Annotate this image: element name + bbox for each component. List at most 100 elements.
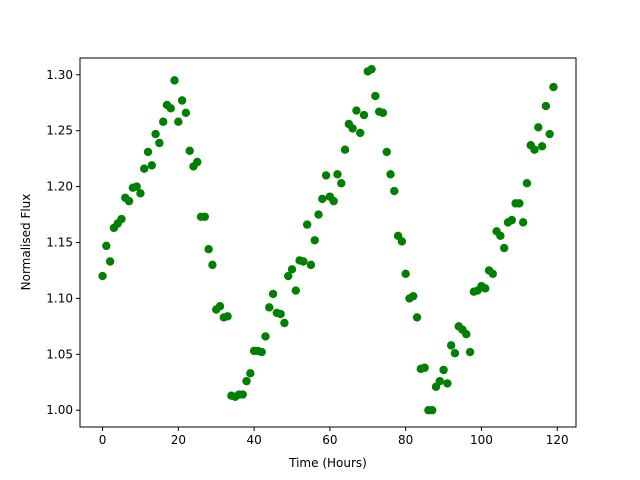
point <box>238 390 247 399</box>
y-tick-label: 1.10 <box>46 291 73 305</box>
point <box>246 369 255 378</box>
point <box>481 284 490 293</box>
point <box>496 231 505 240</box>
point <box>136 189 145 198</box>
point <box>140 164 149 173</box>
point <box>537 142 547 151</box>
point <box>522 179 532 188</box>
point <box>367 64 376 74</box>
point <box>541 101 551 111</box>
y-tick-label: 1.05 <box>46 347 73 361</box>
point <box>518 218 528 227</box>
point <box>412 313 422 322</box>
point <box>302 220 312 229</box>
point <box>340 145 350 154</box>
point <box>465 347 475 357</box>
point <box>280 318 289 328</box>
point <box>284 271 293 281</box>
point <box>310 236 319 245</box>
point <box>530 145 539 154</box>
point <box>318 194 327 204</box>
point <box>499 243 509 253</box>
point <box>291 286 300 295</box>
point <box>428 406 437 415</box>
y-tick-label: 1.30 <box>46 68 73 82</box>
point <box>223 312 232 321</box>
point <box>132 182 141 191</box>
point <box>124 196 134 206</box>
point <box>314 210 323 219</box>
point <box>409 291 418 301</box>
x-tick-label: 80 <box>398 433 413 447</box>
y-tick-label: 1.15 <box>46 236 73 250</box>
point <box>329 196 338 206</box>
point <box>158 117 168 126</box>
y-tick-label: 1.20 <box>46 180 73 194</box>
x-tick-label: 60 <box>322 433 337 447</box>
point <box>170 76 179 85</box>
point <box>337 179 346 188</box>
point <box>386 170 395 179</box>
point <box>390 186 399 196</box>
point <box>488 269 498 279</box>
x-tick-label: 120 <box>546 433 569 447</box>
axes-frame <box>79 57 577 428</box>
point <box>299 257 308 266</box>
point <box>177 96 187 105</box>
point <box>534 123 543 132</box>
x-tick-label: 0 <box>99 433 107 447</box>
point <box>265 303 274 312</box>
point <box>242 376 251 386</box>
point <box>450 349 460 358</box>
x-tick-label: 40 <box>246 433 261 447</box>
point <box>147 161 157 170</box>
point <box>507 215 516 225</box>
point <box>98 271 107 281</box>
point <box>359 110 369 120</box>
point <box>333 170 342 179</box>
point <box>200 212 210 221</box>
y-tick-label: 1.00 <box>46 403 73 417</box>
point <box>401 269 410 279</box>
point <box>276 309 285 319</box>
point <box>382 147 391 157</box>
point <box>102 241 111 251</box>
point <box>155 138 164 148</box>
point <box>545 129 554 139</box>
point <box>348 124 357 133</box>
point <box>204 245 213 254</box>
point <box>321 171 331 180</box>
x-tick-label: 100 <box>470 433 493 447</box>
point <box>443 379 452 388</box>
point <box>397 237 407 246</box>
point <box>439 365 448 375</box>
point <box>420 363 429 372</box>
point <box>105 257 115 266</box>
point <box>181 108 191 117</box>
point <box>117 214 126 224</box>
point <box>515 199 524 208</box>
point <box>446 341 456 350</box>
point <box>193 157 202 167</box>
point <box>151 129 160 139</box>
point <box>435 376 444 386</box>
point <box>462 329 471 339</box>
x-tick-label: 20 <box>171 433 186 447</box>
point <box>208 260 217 270</box>
point <box>371 91 380 101</box>
point <box>261 332 270 341</box>
point <box>306 260 316 270</box>
point <box>143 147 153 157</box>
point <box>215 302 225 311</box>
point <box>378 108 388 117</box>
point <box>166 104 175 113</box>
point <box>185 146 194 156</box>
point <box>257 347 266 357</box>
point <box>268 289 278 299</box>
point <box>352 106 361 115</box>
y-tick-label: 1.25 <box>46 124 73 138</box>
point <box>287 265 297 274</box>
point <box>549 82 558 92</box>
point <box>356 128 365 138</box>
